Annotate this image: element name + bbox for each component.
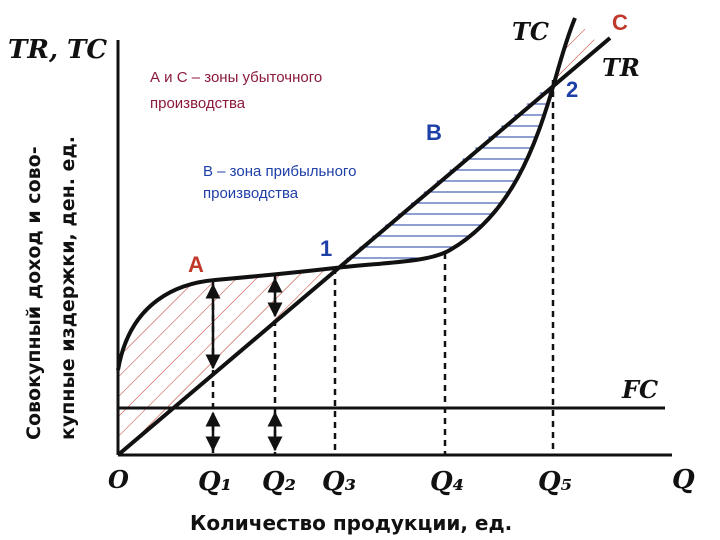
zone-c-hatch — [555, 18, 600, 80]
profit-note: производства — [203, 185, 299, 202]
tr-line — [116, 36, 612, 457]
arrows — [205, 277, 283, 452]
tr-label: TR — [602, 53, 640, 82]
point-label: 1 — [320, 236, 332, 261]
tc-curve — [116, 17, 577, 371]
x-title: Q — [672, 465, 695, 495]
zone-b-hatch — [335, 80, 555, 268]
fc-label: FC — [621, 375, 658, 404]
zone-c-label: C — [612, 10, 628, 35]
tc-label: TC — [512, 17, 549, 46]
y-title: TR, TC — [8, 35, 107, 65]
x-tick-label: Q₅ — [538, 467, 572, 497]
origin-label: O — [108, 465, 129, 494]
x-tick-label: Q₃ — [322, 467, 356, 497]
profit-note: В – зона прибыльного — [203, 163, 356, 180]
y-label: купные издержки, ден. ед. — [57, 136, 79, 440]
x-tick-label: Q₂ — [262, 467, 296, 497]
x-tick-label: Q₁ — [198, 467, 232, 497]
zone-a-label: A — [188, 252, 204, 277]
x-label: Количество продукции, ед. — [190, 511, 512, 535]
loss-note: А и С – зоны убыточного — [150, 69, 322, 86]
point-label: 2 — [566, 77, 578, 102]
y-label: Совокупный доход и сово- — [23, 146, 45, 440]
zone-b-label: B — [426, 120, 442, 145]
x-tick-label: Q₄ — [430, 467, 464, 497]
loss-note: производства — [150, 95, 246, 112]
